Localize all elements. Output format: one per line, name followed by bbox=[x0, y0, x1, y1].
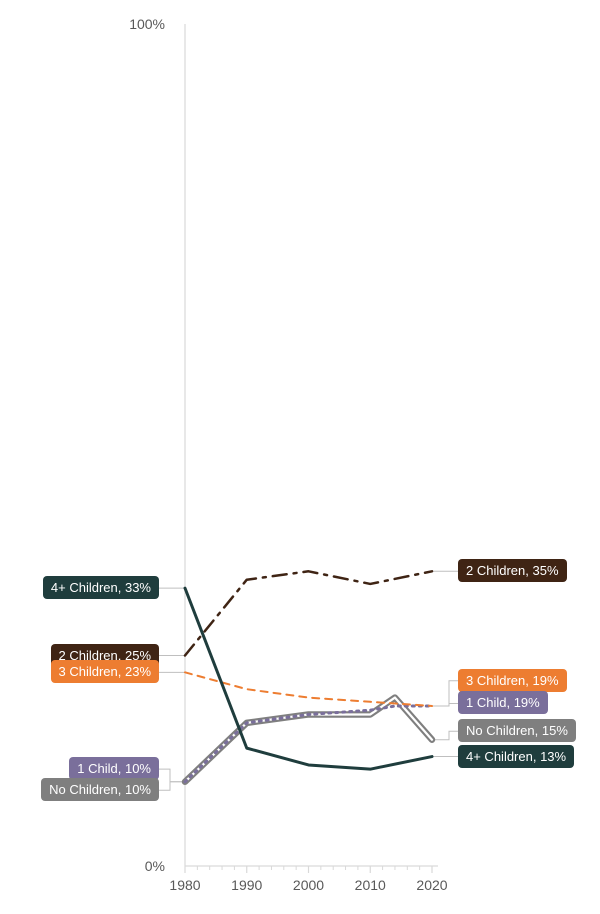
x-tick-label: 2010 bbox=[355, 877, 386, 893]
y-tick-label: 100% bbox=[129, 16, 165, 32]
series-label: 4+ Children, 33% bbox=[43, 576, 159, 599]
series-label: 2 Children, 35% bbox=[458, 559, 567, 582]
series-label: 1 Child, 19% bbox=[458, 691, 548, 714]
x-tick-label: 2000 bbox=[293, 877, 324, 893]
series-label: 3 Children, 23% bbox=[51, 660, 160, 683]
x-tick-label: 1980 bbox=[169, 877, 200, 893]
y-tick-label: 0% bbox=[145, 858, 165, 874]
series-label: 1 Child, 10% bbox=[69, 757, 159, 780]
series-label: No Children, 15% bbox=[458, 719, 576, 742]
series-label: 3 Children, 19% bbox=[458, 669, 567, 692]
series-label: 4+ Children, 13% bbox=[458, 745, 574, 768]
series-label: No Children, 10% bbox=[41, 778, 159, 801]
x-tick-label: 2020 bbox=[416, 877, 447, 893]
x-tick-label: 1990 bbox=[231, 877, 262, 893]
